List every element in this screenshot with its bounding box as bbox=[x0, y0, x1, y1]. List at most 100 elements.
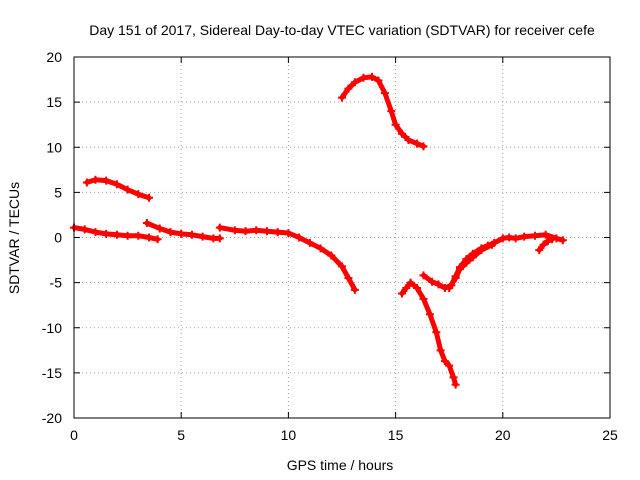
x-axis-label: GPS time / hours bbox=[287, 457, 394, 473]
x-tick-label: 25 bbox=[602, 427, 618, 443]
data-point bbox=[230, 226, 239, 235]
data-point bbox=[284, 228, 293, 237]
data-point bbox=[468, 253, 477, 262]
data-point bbox=[541, 230, 550, 239]
y-tick-label: -5 bbox=[50, 275, 63, 291]
data-point bbox=[413, 139, 422, 148]
data-point bbox=[338, 93, 346, 102]
data-point bbox=[344, 84, 353, 93]
data-point bbox=[432, 328, 441, 337]
data-point bbox=[305, 238, 314, 247]
data-point bbox=[102, 229, 111, 238]
data-point bbox=[380, 89, 389, 98]
y-tick-label: 15 bbox=[46, 94, 62, 110]
data-point bbox=[134, 190, 143, 199]
data-series-arc-5 bbox=[339, 74, 426, 149]
data-point bbox=[374, 76, 383, 85]
data-point bbox=[406, 278, 415, 287]
data-point bbox=[462, 258, 471, 267]
data-point bbox=[273, 228, 282, 237]
y-tick-label: -10 bbox=[42, 320, 62, 336]
data-point bbox=[112, 230, 121, 239]
data-point bbox=[413, 284, 422, 293]
data-point bbox=[198, 232, 207, 241]
data-point bbox=[295, 233, 304, 242]
x-tick-label: 10 bbox=[281, 427, 297, 443]
ticks-layer: 0 5 10 15 20 25 -20 -15 -10 -5 0 5 10 15 20 bbox=[42, 49, 618, 443]
x-tick-label: 0 bbox=[70, 427, 78, 443]
y-tick-label: -20 bbox=[42, 410, 62, 426]
data-point bbox=[123, 231, 132, 240]
data-point bbox=[80, 225, 89, 234]
data-point bbox=[155, 224, 164, 233]
data-point bbox=[327, 251, 336, 260]
data-point bbox=[511, 234, 520, 243]
y-tick-label: 20 bbox=[46, 49, 62, 65]
data-point bbox=[316, 244, 325, 253]
data-point bbox=[543, 237, 552, 246]
data-point bbox=[252, 226, 261, 235]
data-point bbox=[123, 185, 132, 194]
data-point bbox=[419, 271, 428, 280]
data-point bbox=[455, 265, 464, 274]
data-point bbox=[187, 230, 196, 239]
data-point bbox=[440, 357, 449, 366]
x-tick-label: 5 bbox=[177, 427, 185, 443]
data-point bbox=[391, 120, 400, 129]
data-series-arc-4 bbox=[217, 225, 358, 293]
data-point bbox=[145, 233, 154, 242]
data-point bbox=[477, 246, 486, 255]
data-point bbox=[535, 246, 544, 255]
series-layer bbox=[70, 72, 567, 389]
y-tick-label: 0 bbox=[54, 230, 62, 246]
y-tick-label: 5 bbox=[54, 184, 62, 200]
data-point bbox=[425, 310, 434, 319]
data-point bbox=[166, 228, 175, 237]
data-point bbox=[262, 227, 271, 236]
y-axis-label: SDTVAR / TECUs bbox=[6, 182, 22, 294]
data-point bbox=[398, 289, 407, 298]
data-point bbox=[404, 136, 413, 145]
x-tick-label: 20 bbox=[495, 427, 511, 443]
data-point bbox=[134, 231, 143, 240]
data-point bbox=[177, 229, 186, 238]
data-point bbox=[451, 380, 460, 389]
data-point bbox=[91, 228, 100, 237]
data-point bbox=[548, 235, 557, 244]
data-point bbox=[530, 231, 539, 240]
data-point bbox=[402, 284, 411, 293]
data-point bbox=[387, 107, 396, 116]
data-point bbox=[145, 193, 154, 202]
data-point bbox=[398, 129, 407, 138]
data-point bbox=[419, 142, 428, 151]
data-point bbox=[368, 72, 377, 81]
data-point bbox=[419, 294, 428, 303]
data-point bbox=[436, 346, 445, 355]
data-point bbox=[539, 240, 548, 249]
data-point bbox=[451, 274, 460, 283]
data-series-arc-6 bbox=[399, 280, 459, 388]
data-point bbox=[344, 274, 353, 283]
data-point bbox=[215, 223, 224, 232]
data-point bbox=[350, 78, 359, 87]
data-point bbox=[558, 236, 567, 245]
data-point bbox=[445, 361, 454, 370]
x-tick-label: 15 bbox=[388, 427, 404, 443]
chart-title: Day 151 of 2017, Sidereal Day-to-day VTE… bbox=[89, 22, 595, 38]
data-point bbox=[359, 73, 368, 82]
y-tick-label: -15 bbox=[42, 365, 62, 381]
data-point bbox=[350, 285, 359, 294]
data-point bbox=[449, 373, 458, 382]
data-point bbox=[434, 280, 443, 289]
data-point bbox=[102, 176, 111, 185]
y-tick-label: 10 bbox=[46, 139, 62, 155]
data-point bbox=[153, 235, 162, 244]
data-point bbox=[112, 180, 121, 189]
data-point bbox=[215, 234, 224, 243]
data-point bbox=[488, 240, 497, 249]
data-point bbox=[142, 219, 151, 228]
data-point bbox=[520, 232, 529, 241]
data-point bbox=[445, 284, 454, 293]
data-point bbox=[338, 262, 346, 271]
